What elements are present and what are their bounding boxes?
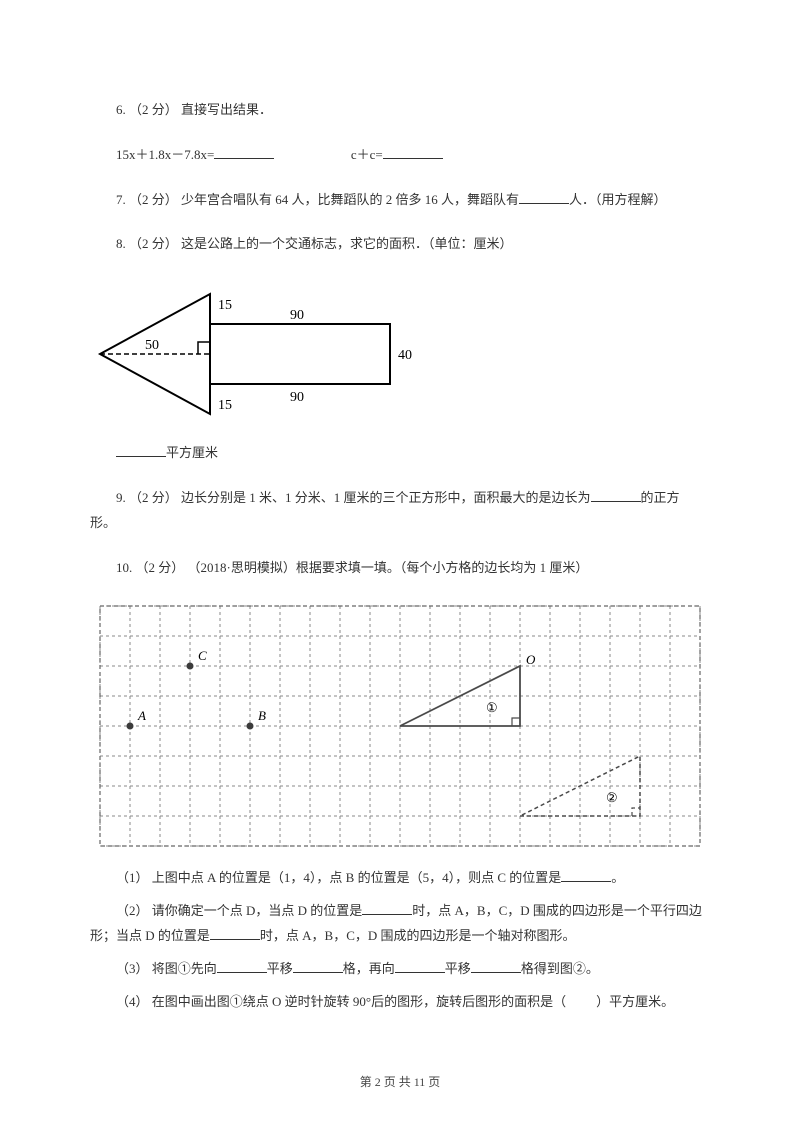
q10-s2-l1: （2） 请你确定一个点 D，当点 D 的位置是 时，点 A，B，C，D 围成的四边… <box>90 901 710 922</box>
svg-text:C: C <box>198 648 207 663</box>
q10-s3-a: （3） 将图①先向 <box>116 961 217 976</box>
q9-line1: 9. （2 分） 边长分别是 1 米、1 分米、1 厘米的三个正方形中，面积最大… <box>90 488 710 509</box>
q10-s1: （1） 上图中点 A 的位置是（1，4），点 B 的位置是（5，4），则点 C … <box>90 868 710 889</box>
q9-before: 9. （2 分） 边长分别是 1 米、1 分米、1 厘米的三个正方形中，面积最大… <box>116 490 591 505</box>
q10-s3: （3） 将图①先向 平移 格，再向 平移 格得到图②。 <box>90 959 710 980</box>
q10-s2-l2-after: 时，点 A，B，C，D 围成的四边形是一个轴对称图形。 <box>260 928 576 943</box>
page-footer: 第 2 页 共 11 页 <box>0 1073 800 1092</box>
q10-s2-before: （2） 请你确定一个点 D，当点 D 的位置是 <box>116 903 362 918</box>
q10-s3-blank2 <box>293 959 343 973</box>
q10-s2-l2: 形；当点 D 的位置是 时，点 A，B，C，D 围成的四边形是一个轴对称图形。 <box>90 926 710 947</box>
svg-text:②: ② <box>606 790 618 805</box>
q10-s1-before: （1） 上图中点 A 的位置是（1，4），点 B 的位置是（5，4），则点 C … <box>116 870 561 885</box>
q10-s1-blank <box>561 868 611 882</box>
q10-s2-blank2 <box>210 926 260 940</box>
q6-expr2: c＋c= <box>351 147 383 162</box>
svg-text:A: A <box>137 708 146 723</box>
svg-text:O: O <box>526 652 536 667</box>
q6-expr1: 15x＋1.8x－7.8x= <box>116 147 214 162</box>
svg-text:15: 15 <box>218 398 232 413</box>
q6-expressions: 15x＋1.8x－7.8x= c＋c= <box>90 145 710 166</box>
q10-s4-after: ）平方厘米。 <box>596 994 674 1009</box>
q10-s2-mid: 时，点 A，B，C，D 围成的四边形是一个平行四边 <box>412 903 702 918</box>
q10-s3-d: 平移 <box>445 961 471 976</box>
svg-text:40: 40 <box>398 348 412 363</box>
q10-grid: A B C O ① ② <box>90 602 710 850</box>
q8-answer-line: 平方厘米 <box>116 443 710 464</box>
q9-line2: 形。 <box>90 513 710 534</box>
svg-text:90: 90 <box>290 308 304 323</box>
q10-s4: （4） 在图中画出图①绕点 O 逆时针旋转 90°后的图形，旋转后图形的面积是（… <box>90 992 710 1013</box>
q7-blank <box>519 190 569 204</box>
q10-s3-blank1 <box>217 959 267 973</box>
q7-after: 人．（用方程解） <box>569 192 667 207</box>
q7-before: 7. （2 分） 少年宫合唱队有 64 人，比舞蹈队的 2 倍多 16 人，舞蹈… <box>116 192 519 207</box>
q6-label: 6. （2 分） 直接写出结果． <box>90 100 710 121</box>
q10-s3-c: 格，再向 <box>343 961 395 976</box>
q10-s3-b: 平移 <box>267 961 293 976</box>
q6-blank2 <box>383 145 443 159</box>
q8-text: 8. （2 分） 这是公路上的一个交通标志，求它的面积．（单位：厘米） <box>90 234 710 255</box>
q8-unit: 平方厘米 <box>166 445 218 460</box>
q10-text: 10. （2 分） （2018·思明模拟）根据要求填一填。（每个小方格的边长均为… <box>90 558 710 579</box>
svg-text:90: 90 <box>290 390 304 405</box>
q10-s2-l2-before: 形；当点 D 的位置是 <box>90 928 210 943</box>
q10-s3-blank4 <box>471 959 521 973</box>
q10-s4-paren <box>566 994 596 1009</box>
svg-text:①: ① <box>486 700 498 715</box>
q6-blank1 <box>214 145 274 159</box>
q10-s3-e: 格得到图②。 <box>521 961 599 976</box>
q8-figure: 50 15 15 90 90 40 <box>90 279 710 429</box>
svg-text:B: B <box>258 708 266 723</box>
svg-text:50: 50 <box>145 338 159 353</box>
q8-blank <box>116 443 166 457</box>
q10-s1-after: 。 <box>611 870 624 885</box>
q10-s4-before: （4） 在图中画出图①绕点 O 逆时针旋转 90°后的图形，旋转后图形的面积是（ <box>116 994 566 1009</box>
svg-text:15: 15 <box>218 298 232 313</box>
q10-s3-blank3 <box>395 959 445 973</box>
q7: 7. （2 分） 少年宫合唱队有 64 人，比舞蹈队的 2 倍多 16 人，舞蹈… <box>90 190 710 211</box>
q10-s2-blank1 <box>362 901 412 915</box>
q9-blank <box>591 488 641 502</box>
q9-after: 的正方 <box>641 490 680 505</box>
